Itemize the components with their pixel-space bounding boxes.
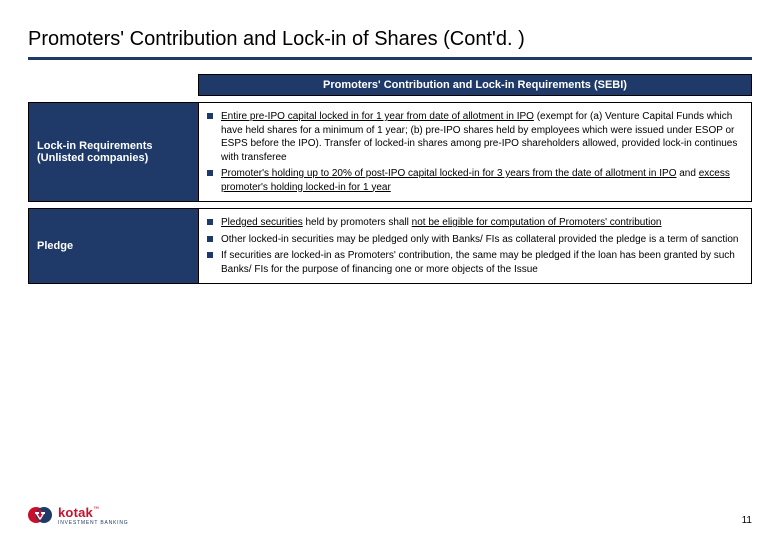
footer: kotak™ Investment Banking 11 [28, 504, 752, 526]
logo-subtitle: Investment Banking [58, 521, 128, 526]
table-row: Lock-in Requirements (Unlisted companies… [28, 102, 752, 202]
row-content: Pledged securities held by promoters sha… [199, 209, 751, 283]
logo-tm: ™ [93, 506, 99, 512]
bullet-item: If securities are locked-in as Promoters… [207, 249, 743, 276]
table-row: Pledge Pledged securities held by promote… [28, 208, 752, 284]
row-content: Entire pre-IPO capital locked in for 1 y… [199, 103, 751, 201]
bullet-item: Pledged securities held by promoters sha… [207, 216, 743, 230]
bullet-item: Entire pre-IPO capital locked in for 1 y… [207, 110, 743, 164]
page-number: 11 [742, 515, 752, 526]
logo: kotak™ Investment Banking [28, 504, 128, 526]
content-rows: Lock-in Requirements (Unlisted companies… [28, 102, 752, 284]
section-header: Promoters' Contribution and Lock-in Requ… [198, 74, 752, 96]
bullet-item: Promoter's holding up to 20% of post-IPO… [207, 167, 743, 194]
page-title: Promoters' Contribution and Lock-in of S… [28, 28, 752, 51]
logo-name: kotak [58, 505, 93, 520]
title-rule [28, 57, 752, 60]
logo-mark-icon [28, 504, 54, 526]
row-label: Lock-in Requirements (Unlisted companies… [29, 103, 199, 201]
row-label: Pledge [29, 209, 199, 283]
bullet-item: Other locked-in securities may be pledge… [207, 233, 743, 247]
